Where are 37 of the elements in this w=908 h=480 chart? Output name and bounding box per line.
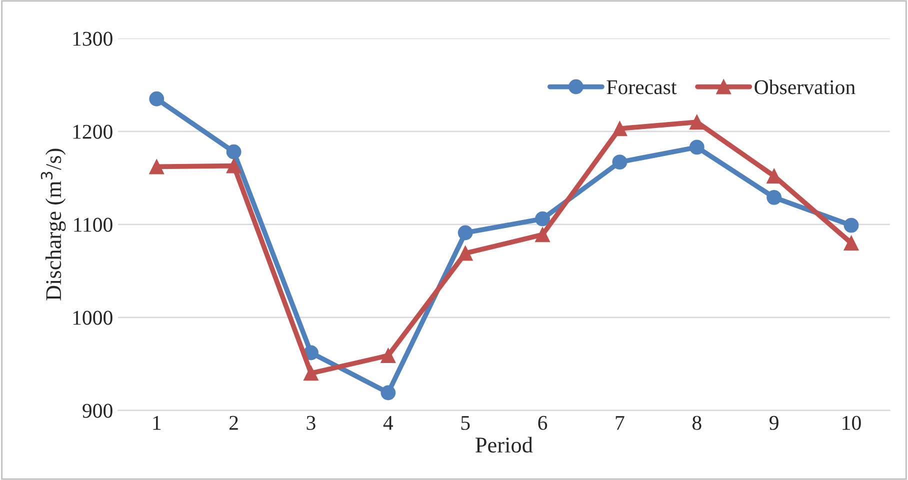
x-tick-label: 1 xyxy=(153,416,161,430)
x-tick-label: 3 xyxy=(306,416,316,430)
y-tick-label: 900 xyxy=(82,404,112,418)
legend-label: Observation xyxy=(754,80,856,94)
point xyxy=(535,227,550,242)
point xyxy=(689,140,704,155)
point xyxy=(689,114,704,130)
y-tick-label: 1100 xyxy=(74,218,112,232)
point xyxy=(304,366,318,381)
y-tick-label: 1000 xyxy=(73,310,112,325)
x-tick-label: 6 xyxy=(538,416,548,430)
x-tick-label: 8 xyxy=(692,416,702,430)
x-tick-label: 4 xyxy=(383,416,394,430)
x-axis-title: Period xyxy=(476,436,533,453)
point xyxy=(612,121,628,136)
point xyxy=(149,91,164,106)
y-tick-label: 1300 xyxy=(73,32,112,46)
point xyxy=(226,158,242,174)
point xyxy=(149,159,164,174)
legend-label: Forecast xyxy=(606,80,677,94)
point xyxy=(380,385,396,400)
x-tick-label: 2 xyxy=(230,416,238,430)
y-axis-title: Discharge (m$^{3}$/s) xyxy=(40,148,66,300)
point xyxy=(380,348,396,363)
point xyxy=(458,246,473,261)
point xyxy=(458,225,473,240)
point xyxy=(226,144,242,160)
x-tick-label: 7 xyxy=(616,416,624,430)
point xyxy=(844,236,859,250)
x-tick-label: 9 xyxy=(770,416,778,430)
point xyxy=(766,190,782,205)
y-tick-label: 1200 xyxy=(73,124,112,139)
point xyxy=(612,154,628,170)
x-tick-label: 5 xyxy=(461,416,470,430)
point xyxy=(844,218,859,233)
x-tick-label: 10 xyxy=(842,416,861,430)
point xyxy=(535,211,550,226)
